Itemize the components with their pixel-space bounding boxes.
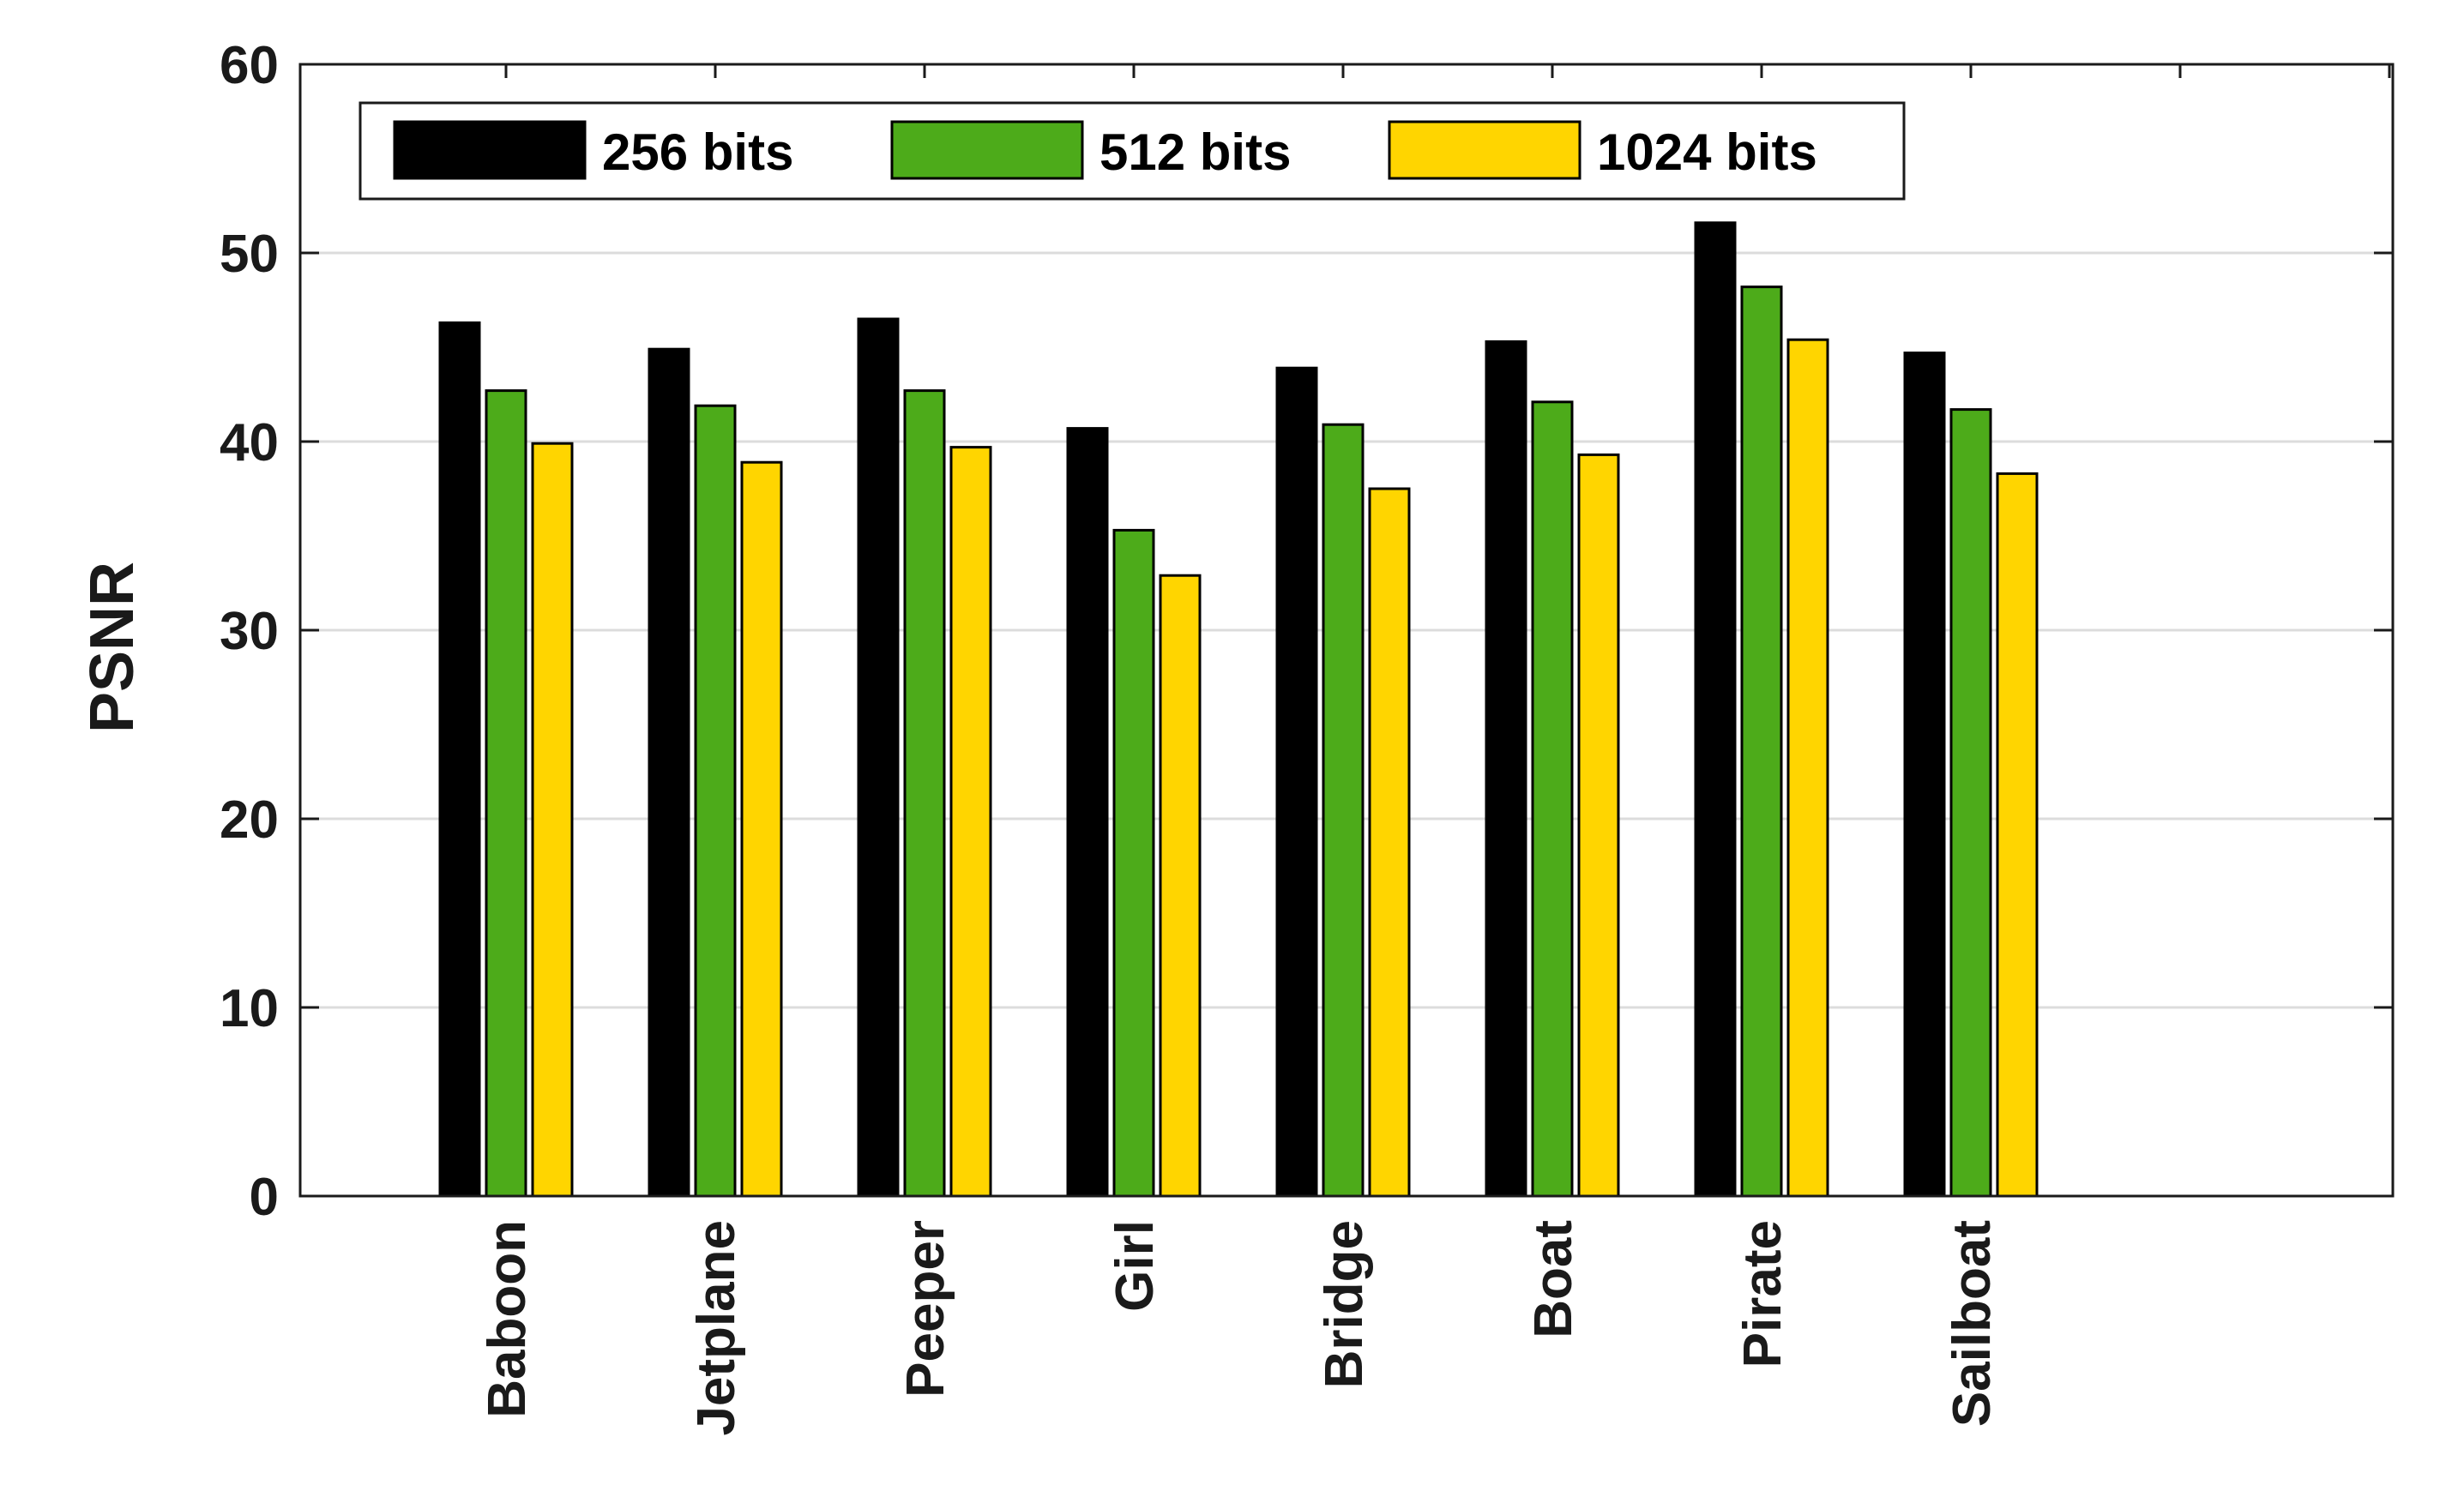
x-tick-label: Peeper bbox=[896, 1220, 955, 1398]
bar-1024-bits-girl bbox=[1159, 574, 1202, 1198]
x-tick-labels: Baboon Jetplane Peeper Girl Bridge Boat Pirate… bbox=[478, 1220, 2002, 1436]
bar-256-bits-sailboat bbox=[1903, 352, 1946, 1198]
legend-swatch bbox=[1388, 120, 1581, 180]
y-tick-label: 30 bbox=[220, 602, 279, 661]
x-tick-label: Boat bbox=[1524, 1220, 1583, 1338]
bar-256-bits-pirate bbox=[1694, 221, 1737, 1198]
y-axis-label: PSNR bbox=[78, 562, 147, 733]
bar-512-bits-peeper bbox=[903, 389, 946, 1198]
bar-1024-bits-baboon bbox=[531, 442, 574, 1198]
bar-1024-bits-boat bbox=[1577, 453, 1620, 1198]
y-tick-label: 50 bbox=[220, 225, 279, 284]
legend-swatch bbox=[393, 120, 587, 180]
bar-512-bits-pirate bbox=[1740, 286, 1783, 1198]
y-tick-label: 60 bbox=[220, 36, 279, 95]
bar-1024-bits-bridge bbox=[1368, 487, 1411, 1198]
legend-box bbox=[358, 101, 1906, 201]
bar-512-bits-boat bbox=[1531, 400, 1574, 1198]
y-tick-label: 0 bbox=[250, 1168, 279, 1227]
y-tick-labels: 0 10 20 30 40 50 60 bbox=[220, 36, 279, 1227]
bar-1024-bits-peeper bbox=[949, 446, 992, 1198]
legend-label: 512 bits bbox=[1099, 123, 1291, 181]
x-tick-label: Jetplane bbox=[687, 1220, 746, 1436]
bar-256-bits-peeper bbox=[857, 317, 900, 1198]
bar-512-bits-sailboat bbox=[1949, 408, 1992, 1198]
bar-512-bits-girl bbox=[1112, 528, 1155, 1198]
y-tick-label: 40 bbox=[220, 413, 279, 472]
axis-ticks bbox=[300, 63, 2393, 1198]
bar-512-bits-jetplane bbox=[694, 404, 737, 1198]
y-tick-label: 10 bbox=[220, 979, 279, 1038]
bar-1024-bits-pirate bbox=[1786, 338, 1829, 1198]
legend-swatch bbox=[890, 120, 1084, 180]
y-tick-label: 20 bbox=[220, 791, 279, 850]
legend-label: 256 bits bbox=[602, 123, 793, 181]
bar-256-bits-jetplane bbox=[648, 347, 690, 1198]
x-tick-label: Baboon bbox=[478, 1220, 537, 1418]
legend-label: 1024 bits bbox=[1597, 123, 1817, 181]
x-tick-label: Girl bbox=[1105, 1220, 1165, 1312]
x-tick-label: Sailboat bbox=[1943, 1220, 2002, 1427]
x-tick-label: Pirate bbox=[1733, 1220, 1792, 1368]
bar-512-bits-baboon bbox=[485, 389, 527, 1198]
bar-1024-bits-jetplane bbox=[740, 460, 783, 1198]
bar-256-bits-bridge bbox=[1275, 366, 1318, 1198]
bar-256-bits-girl bbox=[1066, 427, 1109, 1198]
x-tick-label: Bridge bbox=[1315, 1220, 1374, 1388]
bar-series bbox=[438, 221, 2039, 1198]
bar-512-bits-bridge bbox=[1322, 423, 1365, 1198]
bar-1024-bits-sailboat bbox=[1996, 472, 2039, 1198]
bar-256-bits-boat bbox=[1485, 340, 1527, 1198]
legend: 256 bits 512 bits 1024 bits bbox=[358, 101, 1906, 201]
bar-256-bits-baboon bbox=[438, 321, 481, 1198]
